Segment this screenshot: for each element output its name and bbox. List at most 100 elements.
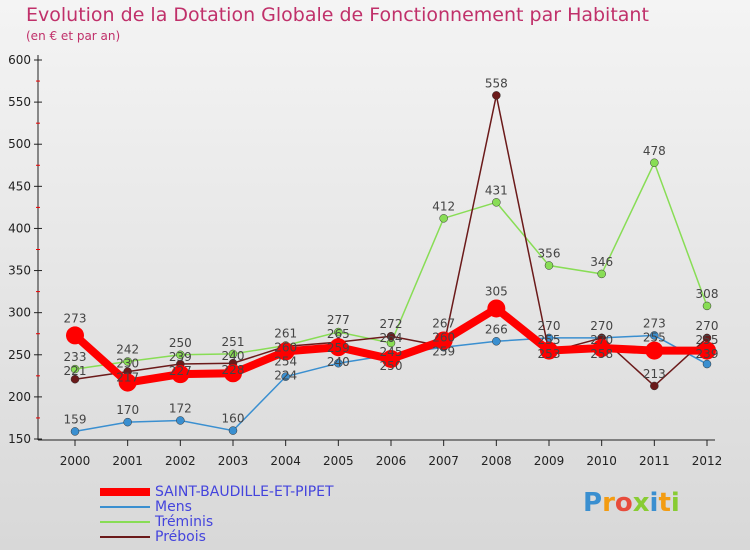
data-label: 221 (64, 364, 87, 378)
legend-label: SAINT-BAUDILLE-ET-PIPET (155, 483, 334, 500)
data-label: 273 (643, 316, 666, 330)
data-label: 270 (590, 319, 613, 333)
data-label: 305 (485, 284, 508, 298)
y-tick-label: 300 (8, 306, 31, 320)
legend-swatch (100, 535, 150, 538)
legend-swatch (100, 505, 150, 508)
data-point (650, 158, 659, 168)
data-label: 478 (643, 144, 666, 158)
y-tick-label: 550 (8, 95, 31, 109)
x-tick-label: 2010 (586, 454, 617, 468)
data-label: 159 (64, 412, 87, 426)
data-label: 412 (432, 199, 455, 213)
data-point (70, 374, 80, 384)
data-label: 272 (380, 317, 403, 331)
data-point (334, 327, 343, 337)
data-point (544, 261, 554, 270)
data-label: 255 (538, 333, 561, 347)
data-label: 233 (64, 350, 87, 364)
y-tick-label: 350 (8, 264, 31, 278)
data-point (540, 341, 558, 360)
data-label: 558 (485, 76, 508, 90)
data-point (698, 341, 716, 360)
x-tick-label: 2006 (376, 454, 407, 468)
data-point (171, 365, 190, 384)
data-point (176, 416, 185, 425)
data-label: 250 (169, 336, 192, 350)
data-label: 431 (485, 183, 508, 197)
data-point (434, 331, 453, 350)
chart-subtitle: (en € et par an) (26, 29, 121, 43)
data-label: 253 (538, 347, 561, 361)
logo-letter: x (632, 488, 650, 518)
x-tick-label: 2008 (481, 454, 512, 468)
data-label: 265 (327, 327, 350, 341)
legend-label: Prébois (155, 528, 206, 545)
data-point (492, 198, 501, 207)
data-point (228, 349, 238, 359)
data-label: 259 (327, 341, 350, 355)
y-tick-label: 500 (8, 137, 31, 151)
data-point (702, 301, 712, 311)
data-label: 230 (116, 357, 139, 371)
data-point (645, 341, 664, 360)
legend-swatch (100, 487, 150, 496)
data-label: 270 (696, 319, 719, 333)
data-point (118, 373, 137, 392)
data-point (702, 359, 712, 369)
x-tick-label: 2011 (639, 454, 670, 468)
data-label: 267 (432, 316, 455, 330)
data-point (334, 358, 343, 368)
data-point (386, 331, 396, 341)
data-point (123, 357, 132, 366)
data-label: 277 (327, 313, 350, 327)
data-label: 270 (538, 319, 561, 333)
data-label: 245 (380, 345, 403, 359)
data-point (592, 339, 611, 358)
data-label: 356 (538, 247, 561, 261)
data-point (70, 364, 80, 374)
data-point (382, 349, 400, 368)
data-point (224, 364, 242, 383)
y-tick-label: 200 (8, 390, 31, 404)
x-tick-label: 2001 (112, 454, 143, 468)
x-tick-label: 2009 (534, 454, 565, 468)
data-label: 160 (222, 412, 245, 426)
legend-item: Prébois (100, 528, 334, 545)
data-label: 251 (222, 335, 245, 349)
data-label: 213 (643, 367, 666, 381)
data-point (66, 326, 84, 345)
data-label: 250 (380, 359, 403, 373)
data-label: 266 (485, 322, 508, 336)
data-point (276, 342, 295, 361)
chart-title: Evolution de la Dotation Globale de Fonc… (26, 4, 649, 26)
data-point (281, 372, 290, 381)
legend-label: Tréminis (155, 513, 214, 530)
data-point (329, 338, 348, 357)
data-label: 240 (222, 349, 245, 363)
data-label: 170 (116, 403, 139, 417)
x-tick-label: 2004 (270, 454, 301, 468)
series-0 (66, 299, 716, 392)
legend-item: Mens (100, 499, 334, 515)
data-point (439, 214, 448, 223)
logo-letter: t (658, 488, 671, 518)
legend-swatch (100, 520, 150, 523)
data-point (123, 417, 132, 427)
data-label: 227 (169, 364, 192, 378)
legend-item: Tréminis (100, 513, 334, 530)
data-label: 242 (116, 343, 139, 357)
data-label: 239 (169, 350, 192, 364)
data-label: 224 (274, 369, 297, 383)
data-label: 264 (380, 331, 403, 345)
y-tick-label: 250 (8, 348, 31, 362)
data-point (487, 299, 506, 318)
y-tick-label: 400 (8, 221, 31, 235)
x-tick-label: 2005 (323, 454, 354, 468)
data-label: 228 (222, 363, 245, 377)
x-tick-label: 2002 (165, 454, 196, 468)
x-tick-label: 2007 (428, 454, 459, 468)
data-point (70, 427, 80, 436)
y-tick-label: 600 (8, 53, 31, 67)
